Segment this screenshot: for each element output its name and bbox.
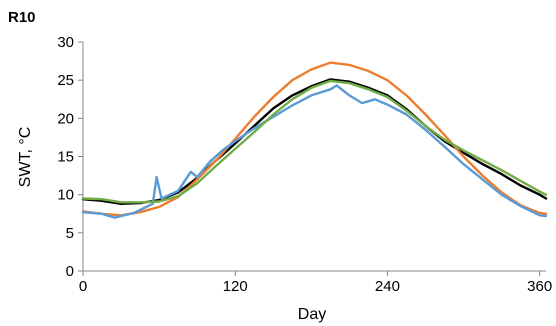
series-line-3 [81,84,548,219]
x-tick-label: 240 [375,278,400,295]
x-tick-label: 120 [223,278,248,295]
series-line-1 [81,78,548,206]
series-line-4 [81,79,548,204]
x-tick-label: 360 [527,278,552,295]
x-tick-label: 0 [79,278,87,295]
y-tick-label: 25 [57,72,74,89]
chart-title: R10 [8,9,36,26]
x-axis-title: Day [298,306,326,323]
y-tick-label: 30 [57,34,74,51]
y-axis: 0 5 10 15 20 25 30 [57,34,84,280]
y-axis-title: SWT, °C [17,127,34,188]
series-line-2 [81,61,548,217]
x-axis: 0 120 240 360 [79,270,552,295]
y-tick-label: 10 [57,187,74,204]
y-tick-label: 0 [66,263,74,280]
series-lines [81,61,548,219]
y-tick-label: 5 [66,225,74,242]
y-tick-label: 15 [57,149,74,166]
y-tick-label: 20 [57,110,74,127]
